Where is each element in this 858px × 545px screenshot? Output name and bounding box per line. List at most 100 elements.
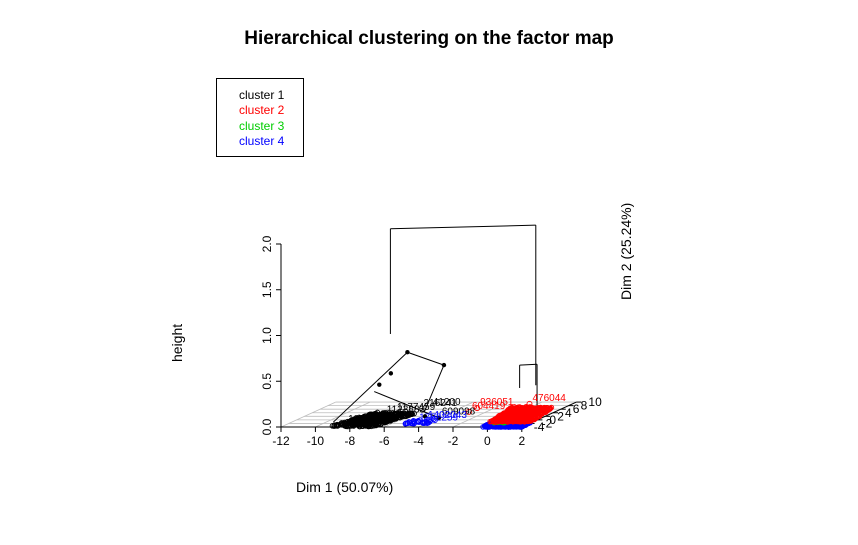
x-tick-label: -12 (272, 434, 290, 448)
x-tick-label: -6 (379, 434, 390, 448)
cluster-1-point (405, 412, 411, 419)
cluster-1-point (397, 411, 404, 417)
cluster-1-point (356, 414, 362, 421)
grid-line (280, 401, 336, 428)
cluster-2-point (505, 417, 512, 423)
points-layer (329, 400, 555, 430)
cluster-1-point (345, 419, 352, 425)
cluster-4-point (405, 420, 411, 426)
cluster-1-point (342, 421, 349, 427)
cluster-1-point (393, 411, 399, 417)
point-label: 1402043 (428, 410, 467, 421)
cluster-4-point (424, 419, 431, 426)
x-tick-label: -4 (413, 434, 424, 448)
y-tick-label: 4 (565, 406, 572, 420)
cluster-1-point (391, 411, 397, 417)
point-label: 216241 (424, 398, 458, 409)
cluster-2-point (527, 413, 534, 419)
cluster-2-outlier (474, 405, 481, 412)
cluster-2-point (518, 412, 524, 418)
dendrogram-node (436, 415, 442, 420)
cluster-2-point (538, 408, 544, 414)
cluster-1-point (383, 413, 389, 420)
dendrogram-node (377, 382, 382, 387)
cluster-1-point (372, 416, 379, 422)
cluster-1-point (334, 423, 341, 429)
y-tick-label: 8 (581, 399, 588, 413)
merge-line (423, 364, 445, 413)
z-tick-label: 0.5 (260, 373, 274, 390)
legend-cluster-3: cluster 3 (239, 119, 285, 133)
cluster-2-outlier (526, 400, 533, 407)
cluster-4-point (432, 417, 438, 424)
merge-line (519, 363, 538, 366)
cluster-1-point (366, 415, 373, 422)
y-tick-label: -2 (542, 416, 553, 430)
cluster-1-point (379, 417, 385, 424)
x-axis-label: Dim 1 (50.07%) (296, 479, 394, 495)
x-tick-label: -8 (344, 434, 355, 448)
cluster-2-point (522, 405, 528, 411)
cluster-1-point (353, 417, 359, 424)
cluster-4-point (403, 420, 409, 427)
z-tick-label: 1.0 (260, 327, 274, 344)
axes: -12 -10 -8 -6 -4 -2 0 2-4-20 2 4 6 8 100.00.51.01.52… (260, 235, 602, 448)
dendrogram-node (388, 371, 394, 376)
legend-cluster-4: cluster 4 (239, 134, 285, 148)
point-label: 1752259 (419, 412, 458, 423)
x-tick-label: 0 (484, 434, 491, 448)
cluster-2-point (518, 418, 525, 425)
point-label: 1123883 (387, 404, 426, 415)
cluster-2-outlier (466, 408, 472, 415)
cluster-2-point (500, 411, 507, 417)
cluster-2-point (510, 407, 516, 413)
cluster-1-point (358, 421, 364, 427)
cluster-2-point (535, 408, 541, 414)
point-labels-layer: 4760449360516044196090981177459112388321… (348, 393, 566, 425)
cluster-2-point (539, 405, 545, 412)
dendrogram-node (441, 362, 447, 368)
y-tick-label: -4 (534, 420, 545, 434)
y-tick-label: 0 (549, 413, 556, 427)
x-tick-label: -10 (307, 434, 325, 448)
point-label: 1307782 (348, 414, 387, 425)
cluster-2-point (514, 417, 521, 424)
y-tick-label: 10 (588, 395, 602, 409)
point-label: 476044 (533, 393, 567, 404)
merge-line (333, 351, 408, 423)
cluster-4-point (426, 419, 433, 425)
cluster-2-point (529, 406, 535, 413)
legend: cluster 1 cluster 2 cluster 3 cluster 4 (216, 78, 304, 157)
y-axis-label: Dim 2 (25.24%) (618, 202, 634, 300)
merge-line (407, 351, 445, 366)
merge-line (374, 391, 440, 419)
x-tick-label: -2 (448, 434, 459, 448)
point-label: 41200 (433, 397, 461, 408)
y-tick-label: 6 (573, 402, 580, 416)
point-label: 936051 (480, 397, 514, 408)
cluster-1-point (366, 418, 372, 425)
cluster-4-point (415, 419, 421, 425)
z-tick-label: 0.0 (260, 418, 274, 435)
cluster-1-point (340, 420, 347, 427)
chart-title: Hierarchical clustering on the factor ma… (244, 28, 614, 49)
point-label: 609098 (442, 407, 476, 418)
y-tick-label: 2 (557, 409, 564, 423)
dendrogram-node (405, 350, 410, 355)
cluster-1-point (373, 422, 379, 428)
cluster-1-point (373, 418, 379, 425)
cluster-2-point (516, 407, 523, 413)
cluster-2-point (546, 406, 553, 412)
legend-cluster-2: cluster 2 (239, 103, 285, 117)
cluster-1-point (387, 417, 394, 423)
legend-cluster-1: cluster 1 (239, 88, 285, 102)
z-tick-label: 2.0 (260, 235, 274, 252)
cluster-2-point (526, 415, 533, 422)
cluster-2-point (495, 418, 501, 425)
cluster-1-point (368, 411, 375, 418)
cluster-4-point (483, 423, 490, 430)
grid-line (452, 401, 508, 428)
cluster-1-point (331, 422, 338, 428)
cluster-2-point (509, 409, 516, 416)
